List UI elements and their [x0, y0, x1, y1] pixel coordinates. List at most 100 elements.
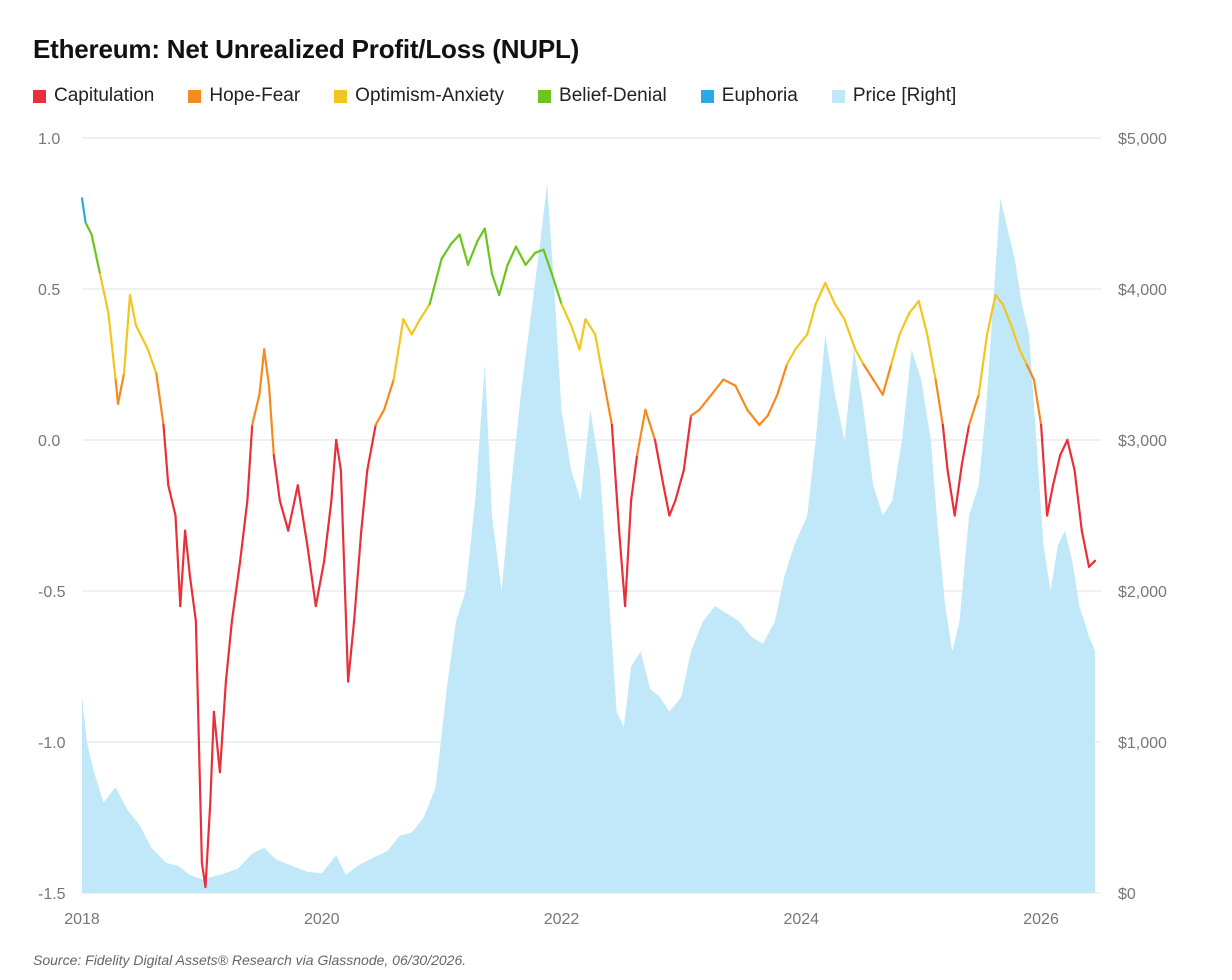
- y-right-tick-label: $5,000: [1118, 131, 1167, 148]
- x-tick-label: 2026: [1023, 911, 1059, 928]
- legend-swatch-euphoria: [700, 89, 714, 103]
- nupl-segment: [534, 248, 545, 254]
- nupl-segment: [383, 378, 395, 411]
- nupl-segment: [374, 408, 386, 426]
- nupl-segment: [1066, 438, 1076, 472]
- nupl-segment: [674, 469, 685, 502]
- nupl-segment: [392, 318, 405, 381]
- legend: Capitulation Hope-Fear Optimism-Anxiety …: [33, 85, 990, 107]
- nupl-segment: [1080, 529, 1091, 568]
- nupl-segment: [218, 680, 227, 774]
- nupl-segment: [584, 318, 597, 336]
- nupl-segment: [498, 263, 509, 297]
- x-tick-label: 2018: [64, 911, 100, 928]
- nupl-segment: [267, 384, 275, 457]
- nupl-segment: [610, 423, 621, 532]
- legend-label-belief-denial: Belief-Denial: [559, 85, 667, 106]
- y-left-tick-label: 0.5: [38, 282, 60, 299]
- legend-item-euphoria: Euphoria: [700, 85, 798, 107]
- axis-labels: 1.0 $5,000 0.5 $4,000 0.0 $3,000 -0.5 $2,000 -1.…: [38, 131, 1167, 928]
- nupl-segment: [776, 363, 789, 396]
- nupl-segment: [814, 281, 827, 306]
- nupl-segment: [114, 378, 120, 405]
- nupl-segment: [1025, 363, 1036, 381]
- x-tick-label: 2024: [783, 911, 819, 928]
- nupl-segment: [569, 324, 581, 351]
- nupl-segment: [428, 257, 443, 306]
- nupl-segment: [977, 333, 989, 396]
- legend-label-euphoria: Euphoria: [721, 85, 798, 106]
- legend-item-capitulation: Capitulation: [33, 85, 154, 107]
- nupl-segment: [353, 529, 363, 623]
- nupl-segment: [335, 438, 342, 472]
- legend-item-hope-fear: Hope-Fear: [188, 85, 300, 107]
- nupl-segment: [107, 312, 117, 381]
- legend-label-price: Price [Right]: [852, 85, 957, 106]
- nupl-segment: [710, 378, 725, 396]
- nupl-segment: [668, 499, 677, 517]
- legend-label-capitulation: Capitulation: [54, 85, 155, 106]
- legend-label-hope-fear: Hope-Fear: [209, 85, 301, 106]
- nupl-segment: [1073, 469, 1083, 532]
- y-left-tick-label: -0.5: [38, 584, 66, 601]
- nupl-segment: [662, 484, 671, 517]
- price-area-layer: [82, 183, 1095, 894]
- nupl-segment: [1045, 484, 1055, 517]
- nupl-segment: [872, 378, 884, 396]
- nupl-segment: [766, 393, 779, 417]
- nupl-segment: [90, 233, 102, 275]
- nupl-segment: [985, 293, 997, 336]
- nupl-segment: [550, 272, 563, 306]
- nupl-segment: [758, 414, 769, 426]
- nupl-segment: [410, 318, 422, 336]
- price-area: [82, 183, 1095, 894]
- nupl-segment: [258, 348, 266, 396]
- nupl-segment: [1039, 423, 1049, 517]
- nupl-segment: [366, 423, 377, 472]
- nupl-segment: [184, 529, 191, 578]
- nupl-segment: [506, 245, 518, 266]
- nupl-segment: [917, 300, 929, 336]
- y-right-tick-label: $3,000: [1118, 433, 1167, 450]
- nupl-segment: [967, 393, 980, 426]
- nupl-segment: [188, 574, 197, 623]
- nupl-segment: [644, 408, 657, 442]
- y-left-tick-label: 0.0: [38, 433, 60, 450]
- nupl-segment: [323, 499, 333, 562]
- nupl-segment: [593, 333, 605, 381]
- legend-item-optimism-anxiety: Optimism-Anxiety: [334, 85, 504, 107]
- x-tick-label: 2022: [544, 911, 580, 928]
- nupl-segment: [1001, 303, 1013, 327]
- nupl-segment: [330, 438, 338, 502]
- nupl-segment: [419, 303, 431, 321]
- nupl-segment: [146, 348, 158, 375]
- nupl-segment: [698, 393, 713, 411]
- y-right-tick-label: $4,000: [1118, 282, 1167, 299]
- nupl-segment: [602, 378, 614, 426]
- nupl-segment: [246, 423, 254, 502]
- chart-title: Ethereum: Net Unrealized Profit/Loss (NU…: [33, 34, 580, 64]
- nupl-segment: [224, 620, 233, 683]
- x-tick-label: 2020: [304, 911, 340, 928]
- nupl-segment: [653, 438, 665, 487]
- nupl-segment: [272, 454, 281, 502]
- nupl-segment: [635, 408, 647, 457]
- nupl-segment: [98, 272, 110, 315]
- nupl-segment: [239, 499, 249, 562]
- nupl-segment: [204, 801, 212, 889]
- legend-swatch-price: [831, 89, 845, 103]
- nupl-segment: [953, 463, 964, 517]
- nupl-segment: [560, 303, 573, 327]
- nupl-segment: [306, 544, 317, 608]
- nupl-segment: [194, 620, 203, 864]
- legend-item-belief-denial: Belief-Denial: [538, 85, 667, 107]
- nupl-segment: [80, 197, 87, 224]
- nupl-segment: [794, 333, 809, 351]
- nupl-segment: [1018, 348, 1028, 366]
- nupl-segment: [450, 233, 461, 245]
- nupl-segment: [1009, 324, 1021, 351]
- nupl-segment: [898, 312, 911, 336]
- nupl-segment: [84, 221, 93, 236]
- y-right-tick-label: $1,000: [1118, 735, 1167, 752]
- legend-item-price: Price [Right]: [831, 85, 957, 107]
